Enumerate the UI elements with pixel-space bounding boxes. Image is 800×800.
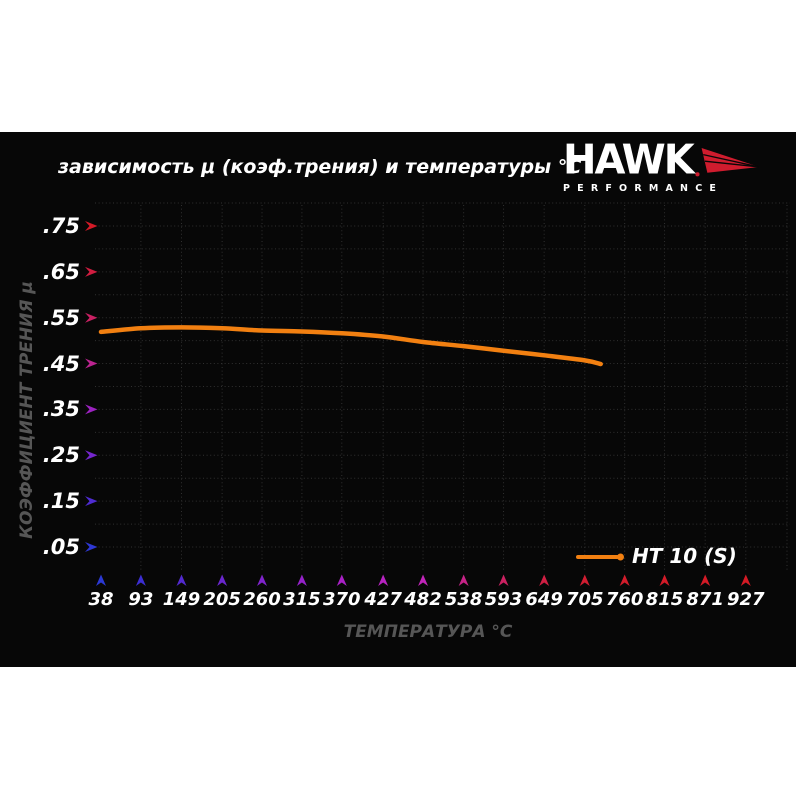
x-tick-label: 593: [484, 589, 523, 610]
y-tick-label: .25: [42, 443, 80, 468]
legend-label: HT 10 (S): [632, 544, 737, 568]
x-tick-label: 149: [162, 589, 201, 610]
x-tick-label: 760: [605, 589, 644, 610]
x-tick-label: 927: [726, 589, 765, 610]
x-tick-label: 205: [203, 589, 241, 610]
x-tick-label: 538: [444, 589, 483, 610]
chart-panel: зависимость μ (коэф.трения) и температур…: [0, 132, 796, 667]
x-tick-label: 370: [323, 589, 361, 610]
y-tick-label: .15: [42, 489, 80, 514]
plot-area: [85, 202, 790, 586]
legend-line-dot: [617, 553, 624, 561]
y-tick-label: .55: [42, 305, 80, 330]
chart-title: зависимость μ (коэф.трения) и температур…: [58, 156, 582, 178]
x-tick-arrow-icon: [539, 574, 550, 586]
y-tick-label: .75: [42, 213, 80, 238]
x-tick-label: 871: [686, 589, 724, 610]
y-tick-arrow-icon: [85, 450, 98, 461]
y-axis-title: КОЭФФИЦИЕНТ ТРЕНИЯ μ: [17, 281, 37, 539]
hawk-performance-label: PERFORMANCE: [563, 183, 724, 194]
x-tick-label: 482: [404, 589, 442, 610]
y-tick-label: .35: [42, 397, 80, 422]
x-tick-arrow-icon: [700, 574, 711, 586]
x-tick-arrow-icon: [217, 574, 228, 586]
hawk-wordmark: HAWK: [563, 136, 695, 184]
x-tick-arrow-icon: [740, 574, 751, 586]
y-tick-arrow-icon: [85, 220, 98, 231]
x-tick-label: 315: [283, 589, 321, 610]
x-tick-label: 815: [645, 589, 684, 610]
x-tick-arrow-icon: [659, 574, 670, 586]
y-tick-arrow-icon: [85, 404, 98, 415]
x-tick-arrow-icon: [135, 574, 146, 586]
x-tick-arrow-icon: [176, 574, 187, 586]
hawk-wing-icon: [695, 148, 759, 177]
x-tick-label: 38: [88, 589, 114, 610]
series-line: [98, 325, 603, 367]
y-tick-label: .65: [42, 259, 80, 284]
y-tick-arrow-icon: [85, 358, 98, 369]
x-tick-label: 649: [525, 589, 563, 610]
x-tick-arrow-icon: [498, 574, 509, 586]
y-tick-arrow-icon: [85, 312, 98, 323]
x-tick-arrow-icon: [619, 574, 630, 586]
x-tick-label: 705: [565, 589, 604, 610]
x-tick-arrow-icon: [257, 574, 268, 586]
x-tick-arrow-icon: [96, 574, 106, 586]
y-tick-label: .45: [42, 351, 80, 376]
x-tick-arrow-icon: [378, 574, 389, 586]
x-tick-label: 93: [128, 589, 154, 610]
hawk-logo-row: HAWK: [563, 140, 759, 182]
x-tick-label: 427: [364, 589, 402, 610]
y-tick-arrow-icon: [85, 542, 98, 552]
x-tick-arrow-icon: [296, 574, 307, 586]
x-tick-arrow-icon: [418, 574, 429, 586]
y-tick-label: .05: [42, 535, 80, 559]
hawk-logo: HAWK PERFORMANCE: [563, 140, 759, 200]
y-tick-arrow-icon: [85, 266, 98, 277]
x-tick-arrow-icon: [458, 574, 469, 586]
x-tick-arrow-icon: [336, 574, 347, 586]
x-axis-title: ТЕМПЕРАТУРА °C: [343, 622, 513, 642]
y-tick-arrow-icon: [85, 496, 98, 507]
x-tick-label: 260: [243, 589, 281, 610]
x-tick-arrow-icon: [579, 574, 590, 586]
